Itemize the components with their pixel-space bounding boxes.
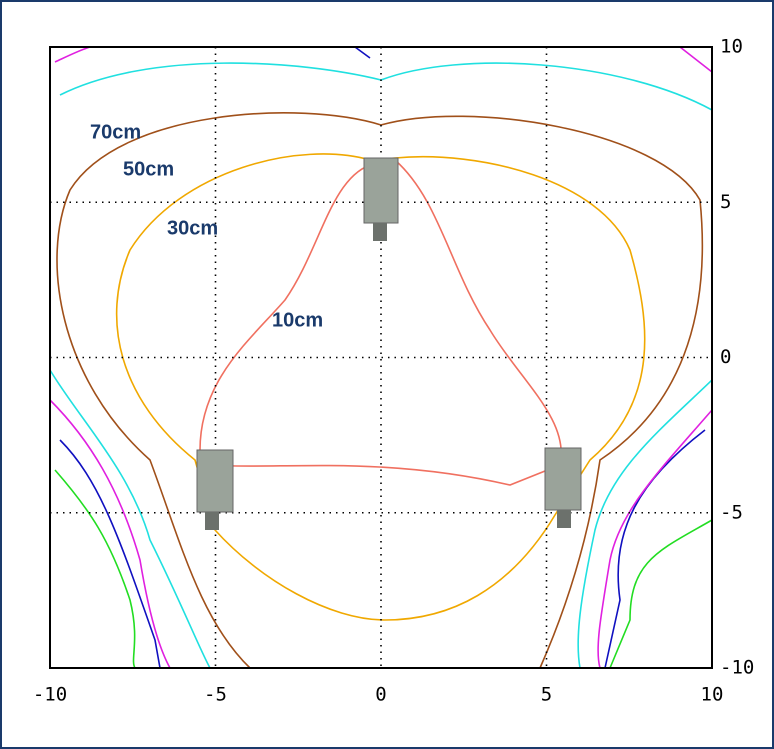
contour (354, 46, 371, 59)
contour-label: 50cm (123, 158, 174, 180)
contour (679, 46, 713, 73)
contour-label: 10cm (272, 309, 323, 331)
y-tick-label: 0 (720, 346, 731, 368)
x-tick-label: -5 (204, 684, 227, 706)
y-tick-label: 10 (720, 36, 743, 58)
x-tick-label: -10 (33, 684, 67, 706)
contour (609, 519, 713, 669)
contour-label: 70cm (90, 121, 141, 143)
contour (199, 159, 563, 486)
x-tick-label: 0 (375, 684, 386, 706)
contour (49, 369, 211, 669)
contour (597, 409, 713, 669)
contour (56, 112, 382, 669)
contour (604, 429, 706, 669)
y-tick-label: 5 (720, 191, 731, 213)
contour (380, 115, 704, 669)
antenna (196, 449, 234, 530)
antenna (363, 157, 399, 241)
contour-label: 30cm (167, 217, 218, 239)
contour (577, 379, 713, 669)
contour (115, 153, 646, 621)
contour (49, 399, 171, 669)
y-tick-label: -5 (720, 501, 743, 523)
x-tick-label: 5 (541, 684, 552, 706)
contour (59, 439, 161, 669)
contour (54, 469, 136, 669)
antenna (544, 447, 582, 528)
contours (49, 46, 713, 669)
x-tick-label: 10 (701, 684, 724, 706)
y-tick-label: -10 (720, 657, 754, 679)
plot-border (49, 46, 713, 669)
